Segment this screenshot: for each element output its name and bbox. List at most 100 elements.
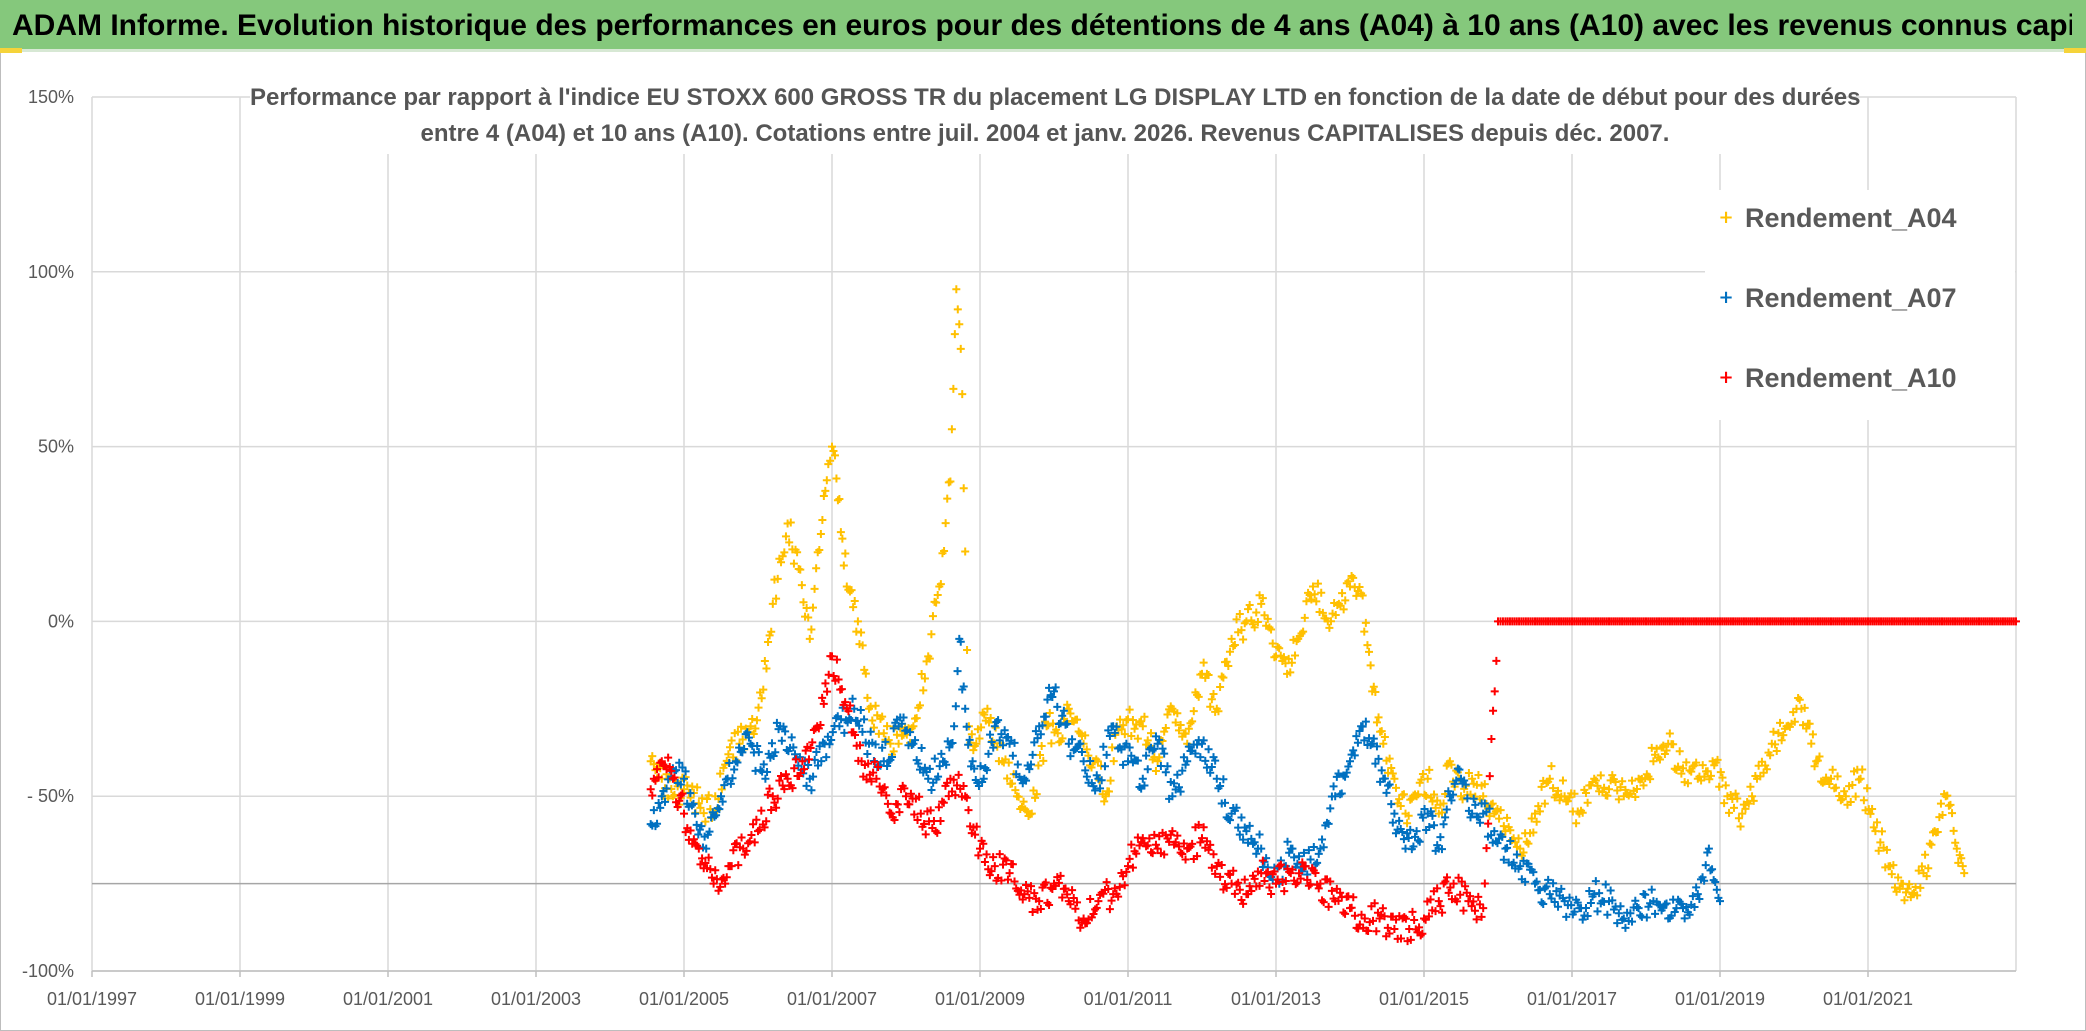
trace-marker-a04 — [1593, 781, 1602, 790]
trace-marker-a07 — [937, 749, 946, 758]
trace-marker-a04 — [1098, 790, 1107, 799]
trace-marker-a04 — [1938, 811, 1947, 820]
trace-marker-a04 — [1404, 811, 1413, 820]
trace-marker-a04 — [1184, 724, 1193, 733]
trace-marker-a04 — [1258, 594, 1267, 603]
trace-marker-a10 — [706, 865, 715, 874]
data-point-a07 — [717, 792, 725, 801]
data-point-a04 — [724, 750, 733, 759]
trace-marker-a07 — [970, 764, 979, 773]
trace-marker-a07 — [787, 733, 796, 742]
trace-marker-a04 — [1409, 791, 1418, 800]
trace-marker-a04 — [863, 693, 872, 702]
trace-marker-a04 — [1286, 668, 1295, 677]
trace-marker-a04 — [915, 701, 924, 710]
trace-marker-a10 — [1327, 886, 1336, 895]
trace-marker-a04 — [1176, 721, 1185, 730]
trace-marker-a10 — [1017, 886, 1026, 895]
trace-marker-a10 — [841, 698, 850, 707]
trace-marker-a10 — [1145, 834, 1154, 843]
trace-marker-a04 — [1137, 717, 1146, 726]
trace-marker-a10 — [880, 783, 889, 792]
trace-marker-a04 — [1921, 850, 1930, 859]
trace-marker-a04 — [1480, 780, 1489, 789]
trace-marker-a10 — [1235, 885, 1244, 894]
trace-marker-a07 — [1329, 782, 1338, 791]
data-point-a04 — [746, 722, 755, 731]
trace-marker-a04 — [1805, 719, 1814, 728]
trace-marker-a10 — [1408, 907, 1417, 916]
trace-marker-a07 — [935, 762, 944, 771]
chart-legend: + Rendement_A04 + Rendement_A07 + Rendem… — [1705, 190, 2015, 420]
trace-marker-a07 — [1071, 745, 1080, 754]
trace-marker-a04 — [1369, 682, 1378, 691]
trace-marker-a07 — [1216, 781, 1225, 790]
trace-marker-a10 — [1406, 935, 1415, 944]
trace-marker-a04 — [819, 491, 828, 500]
trace-marker-a07 — [1225, 816, 1234, 825]
trace-marker-a04 — [1674, 762, 1683, 771]
trace-marker-a07 — [660, 797, 669, 806]
trace-marker-a07 — [1342, 768, 1351, 777]
trace-marker-a07 — [1058, 711, 1067, 720]
trace-marker-a04 — [1341, 596, 1350, 605]
trace-marker-a04 — [1818, 778, 1827, 787]
y-tick-label: -100% — [22, 961, 74, 981]
trace-marker-a07 — [840, 728, 849, 737]
trace-marker-a07 — [930, 754, 939, 763]
trace-marker-a04 — [1073, 715, 1082, 724]
trace-marker-a07 — [715, 805, 724, 814]
trace-marker-a07 — [756, 766, 765, 775]
trace-marker-a07 — [1099, 742, 1108, 751]
trace-marker-a04 — [839, 561, 848, 570]
trace-marker-a10 — [837, 685, 846, 694]
trace-marker-a10 — [1426, 895, 1435, 904]
trace-marker-a07 — [986, 730, 995, 739]
data-point-a04 — [816, 530, 825, 538]
trace-marker-a04 — [1143, 736, 1152, 745]
trace-marker-a04 — [1499, 822, 1508, 831]
trace-marker-a07 — [653, 819, 662, 828]
trace-marker-a07 — [1708, 865, 1717, 874]
trace-marker-a07 — [1460, 776, 1469, 785]
trace-marker-a04 — [749, 729, 758, 738]
trace-marker-a07 — [855, 721, 864, 730]
trace-marker-a04 — [1943, 791, 1952, 800]
trace-marker-a07 — [1512, 850, 1521, 859]
trace-marker-a10 — [1467, 902, 1476, 911]
trace-marker-a10 — [913, 816, 922, 825]
trace-marker-a10 — [959, 782, 968, 791]
trace-marker-a10 — [1298, 858, 1307, 867]
data-point-a04 — [768, 599, 777, 608]
trace-marker-a07 — [899, 713, 908, 722]
trace-marker-a04 — [1741, 804, 1750, 813]
trace-marker-a07 — [1082, 772, 1091, 781]
legend-marker-a04: + — [1718, 207, 1734, 228]
trace-marker-a04 — [1608, 771, 1617, 780]
trace-marker-a10 — [750, 838, 759, 847]
trace-marker-a04 — [1877, 827, 1886, 836]
trace-marker-a07 — [1163, 762, 1172, 771]
trace-marker-a04 — [941, 519, 950, 528]
trace-marker-a04 — [1430, 790, 1439, 799]
trace-marker-a07 — [1437, 845, 1446, 854]
trace-marker-a04 — [1578, 808, 1587, 817]
trace-marker-a10 — [1311, 868, 1320, 877]
trace-marker-a04 — [1202, 669, 1211, 678]
trace-marker-a04 — [1800, 703, 1809, 712]
data-point-a04 — [1138, 722, 1147, 731]
trace-marker-a04 — [1371, 687, 1380, 696]
trace-marker-a07 — [1295, 852, 1304, 861]
trace-marker-a10 — [1260, 877, 1269, 886]
trace-marker-a07 — [1010, 738, 1019, 747]
trace-marker-a04 — [781, 532, 790, 541]
trace-marker-a10 — [823, 687, 832, 696]
data-point-a07 — [680, 774, 688, 783]
trace-marker-a04 — [822, 476, 831, 485]
trace-marker-a07 — [759, 760, 768, 769]
trace-marker-a07 — [1041, 712, 1050, 721]
trace-marker-a07 — [694, 830, 703, 839]
trace-marker-a10 — [1280, 887, 1289, 896]
trace-marker-a07 — [1150, 744, 1159, 753]
trace-marker-a04 — [1155, 753, 1164, 762]
